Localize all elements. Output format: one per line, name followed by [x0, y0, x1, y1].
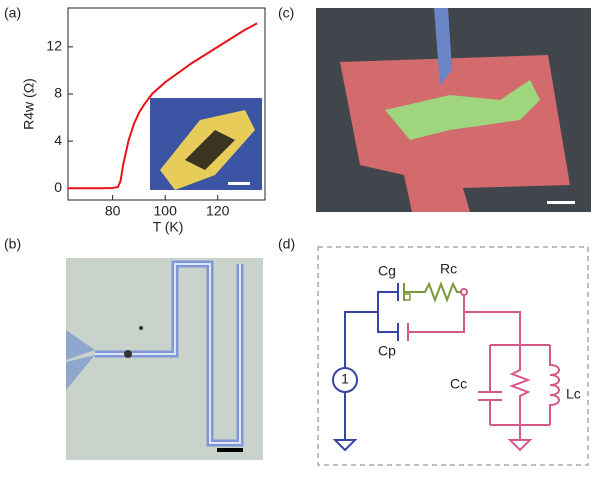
x-tick-label: 100	[154, 203, 178, 219]
inset-image	[150, 98, 262, 190]
micrograph-c	[316, 8, 591, 212]
rc-label: Rc	[440, 261, 457, 277]
x-axis-label: T (K)	[153, 219, 184, 235]
circuit	[317, 246, 589, 466]
y-axis-label: R4w (Ω)	[21, 78, 37, 130]
x-tick-label: 120	[206, 203, 230, 219]
y-tick-label: 4	[54, 132, 62, 148]
y-tick-label: 12	[46, 38, 62, 54]
panel-label: (d)	[278, 236, 295, 252]
plot-frame	[67, 7, 266, 201]
x-tick-label: 80	[105, 203, 121, 219]
y-tick-label: 8	[54, 85, 62, 101]
cp-label: Cp	[378, 343, 396, 359]
cg-label: Cg	[378, 263, 396, 279]
panel-label: (c)	[278, 5, 294, 21]
panel-label: (b)	[4, 236, 21, 252]
cc-label: Cc	[450, 376, 467, 392]
lc-label: Lc	[566, 386, 581, 402]
data-line	[68, 22, 258, 190]
micrograph-b	[66, 258, 263, 460]
y-tick-label: 0	[54, 179, 62, 195]
source-label: 1	[341, 371, 349, 387]
panel-label: (a)	[4, 5, 21, 21]
